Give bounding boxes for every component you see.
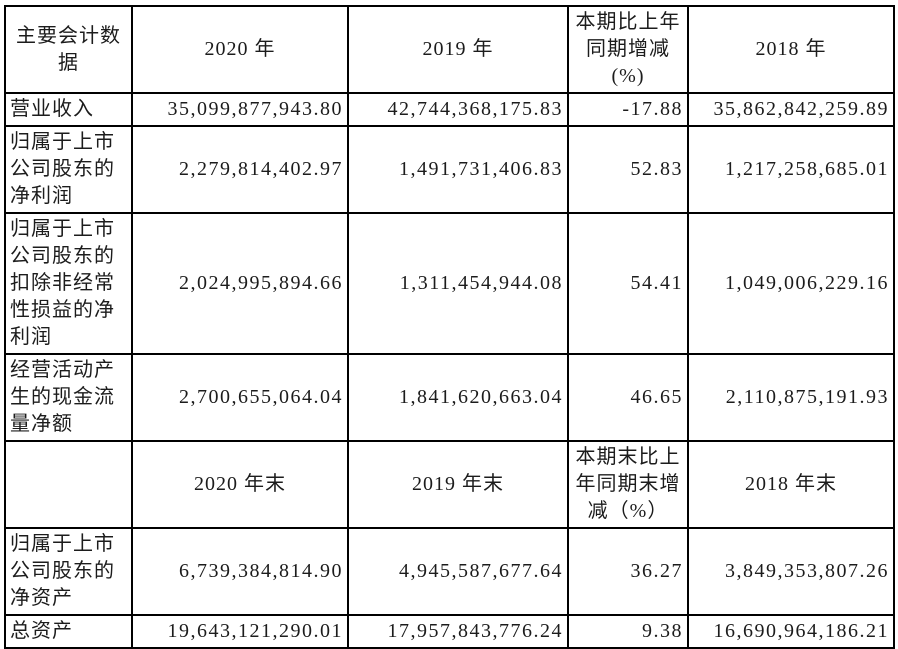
value-2019: 1,491,731,406.83 xyxy=(347,125,569,214)
row-label: 归属于上市公司股东的净利润 xyxy=(4,125,133,214)
value-2020: 2,024,995,894.66 xyxy=(131,212,349,355)
value-2018: 1,217,258,685.01 xyxy=(687,125,895,214)
header-period-change-pct: 本期比上年 同期增减 (%) xyxy=(567,5,689,94)
header-year-2019: 2019 年 xyxy=(347,5,569,94)
row-label: 经营活动产生的现金流量净额 xyxy=(4,353,133,442)
header-main-metric: 主要会计数据 xyxy=(4,5,133,94)
year-end-header-row: 2020 年末 2019 年末 本期末比上 年同期末增 减（%） 2018 年末 xyxy=(4,440,895,529)
value-2019: 1,841,620,663.04 xyxy=(347,353,569,442)
period-header-row: 主要会计数据 2020 年 2019 年 本期比上年 同期增减 (%) 2018… xyxy=(4,5,895,94)
value-2020: 2,279,814,402.97 xyxy=(131,125,349,214)
value-2018: 35,862,842,259.89 xyxy=(687,92,895,127)
table-row-operating-cash-flow: 经营活动产生的现金流量净额 2,700,655,064.04 1,841,620… xyxy=(4,353,895,442)
financial-summary-table: 主要会计数据 2020 年 2019 年 本期比上年 同期增减 (%) 2018… xyxy=(4,5,895,649)
header-year-2020: 2020 年 xyxy=(131,5,349,94)
header-year-end-2020: 2020 年末 xyxy=(131,440,349,529)
value-change-pct: 54.41 xyxy=(567,212,689,355)
value-change-pct: -17.88 xyxy=(567,92,689,127)
row-label: 营业收入 xyxy=(4,92,133,127)
row-label: 归属于上市公司股东的净资产 xyxy=(4,527,133,616)
value-change-pct: 52.83 xyxy=(567,125,689,214)
table-row-net-profit-excl-nonrecurring: 归属于上市公司股东的扣除非经常性损益的净利润 2,024,995,894.66 … xyxy=(4,212,895,355)
value-change-pct: 46.65 xyxy=(567,353,689,442)
value-2020: 6,739,384,814.90 xyxy=(131,527,349,616)
value-2019: 42,744,368,175.83 xyxy=(347,92,569,127)
header-year-2018: 2018 年 xyxy=(687,5,895,94)
value-2020: 35,099,877,943.80 xyxy=(131,92,349,127)
table-row-net-assets-attributable: 归属于上市公司股东的净资产 6,739,384,814.90 4,945,587… xyxy=(4,527,895,616)
row-label: 归属于上市公司股东的扣除非经常性损益的净利润 xyxy=(4,212,133,355)
table-row-operating-revenue: 营业收入 35,099,877,943.80 42,744,368,175.83… xyxy=(4,92,895,127)
header-year-end-change-pct: 本期末比上 年同期末增 减（%） xyxy=(567,440,689,529)
value-2019: 4,945,587,677.64 xyxy=(347,527,569,616)
value-change-pct: 36.27 xyxy=(567,527,689,616)
header-end-metric xyxy=(4,440,133,529)
header-year-end-2019: 2019 年末 xyxy=(347,440,569,529)
value-2018: 1,049,006,229.16 xyxy=(687,212,895,355)
value-2020: 2,700,655,064.04 xyxy=(131,353,349,442)
value-2018: 2,110,875,191.93 xyxy=(687,353,895,442)
value-2018: 3,849,353,807.26 xyxy=(687,527,895,616)
header-year-end-2018: 2018 年末 xyxy=(687,440,895,529)
financial-summary-table-container: 主要会计数据 2020 年 2019 年 本期比上年 同期增减 (%) 2018… xyxy=(4,5,895,649)
value-2019: 1,311,454,944.08 xyxy=(347,212,569,355)
table-row-net-profit-attributable: 归属于上市公司股东的净利润 2,279,814,402.97 1,491,731… xyxy=(4,125,895,214)
